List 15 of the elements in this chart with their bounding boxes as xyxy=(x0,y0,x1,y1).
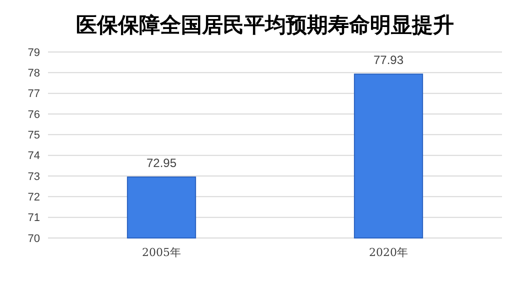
chart-title: 医保保障全国居民平均预期寿命明显提升 xyxy=(76,13,454,37)
data-label: 72.95 xyxy=(146,156,177,170)
y-tick-label: 79 xyxy=(28,46,40,59)
data-label: 77.93 xyxy=(373,53,404,68)
x-tick-label: 2020年 xyxy=(369,246,408,259)
y-tick-label: 72 xyxy=(28,192,40,204)
y-tick-label: 74 xyxy=(28,150,40,162)
y-tick-label: 71 xyxy=(28,212,40,224)
y-tick-label: 77 xyxy=(28,88,40,100)
y-tick-label: 75 xyxy=(28,130,40,142)
y-tick-label: 76 xyxy=(28,108,40,121)
y-tick-label: 78 xyxy=(28,68,40,80)
x-tick-label: 2005年 xyxy=(142,246,181,259)
y-tick-label: 70 xyxy=(28,232,40,245)
y-tick-label: 73 xyxy=(28,170,40,183)
